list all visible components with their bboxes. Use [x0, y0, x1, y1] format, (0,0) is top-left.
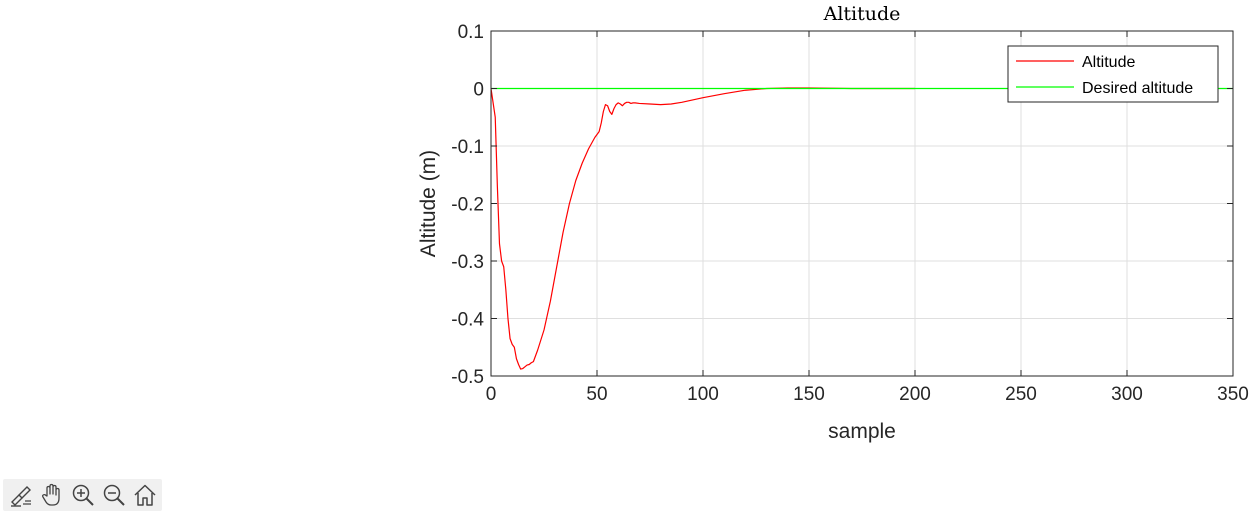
axes-toolbar: [3, 479, 162, 511]
home-icon: [133, 484, 156, 506]
pan-icon: [41, 483, 60, 506]
y-tick-label-6: -0.5: [451, 367, 484, 388]
y-tick-label-3: -0.2: [451, 195, 484, 216]
x-tick-label-1: 50: [586, 384, 607, 405]
legend[interactable]: Altitude Desired altitude: [1007, 45, 1219, 103]
axes[interactable]: 0 50 100 150 200 250 300 350 0.1 0 -0.1 -0.2 -0.3 -0.…: [417, 3, 1249, 443]
x-tick-label-3: 150: [793, 384, 825, 405]
y-tick-label-2: -0.1: [451, 137, 484, 158]
zoom-in-icon: [72, 484, 94, 506]
legend-label-1: Desired altitude: [1082, 80, 1193, 97]
zoom-out-button[interactable]: [98, 480, 129, 510]
chart-title: Altitude: [823, 3, 901, 25]
brush-icon: [10, 486, 31, 507]
zoom-out-icon: [103, 484, 125, 506]
x-axis-label: sample: [828, 420, 896, 443]
x-tick-label-4: 200: [899, 384, 931, 405]
x-tick-label-2: 100: [687, 384, 719, 405]
pan-button[interactable]: [36, 480, 67, 510]
legend-box: [1007, 45, 1219, 103]
series-line-0: [490, 87, 915, 370]
brush-button[interactable]: [5, 480, 36, 510]
zoom-in-button[interactable]: [67, 480, 98, 510]
y-tick-label-5: -0.4: [451, 310, 484, 331]
y-axis-label: Altitude (m): [417, 150, 440, 257]
x-tick-label-0: 0: [486, 384, 497, 405]
ticks: 0 50 100 150 200 250 300 350 0.1 0 -0.1 -0.2 -0.3 -0.…: [451, 22, 1249, 405]
legend-label-0: Altitude: [1082, 54, 1135, 71]
y-tick-label-0: 0.1: [458, 22, 484, 43]
home-button[interactable]: [129, 480, 160, 510]
y-tick-label-4: -0.3: [451, 252, 484, 273]
y-tick-label-1: 0: [473, 80, 484, 101]
x-tick-label-7: 350: [1217, 384, 1249, 405]
x-tick-label-5: 250: [1005, 384, 1037, 405]
x-tick-label-6: 300: [1111, 384, 1143, 405]
